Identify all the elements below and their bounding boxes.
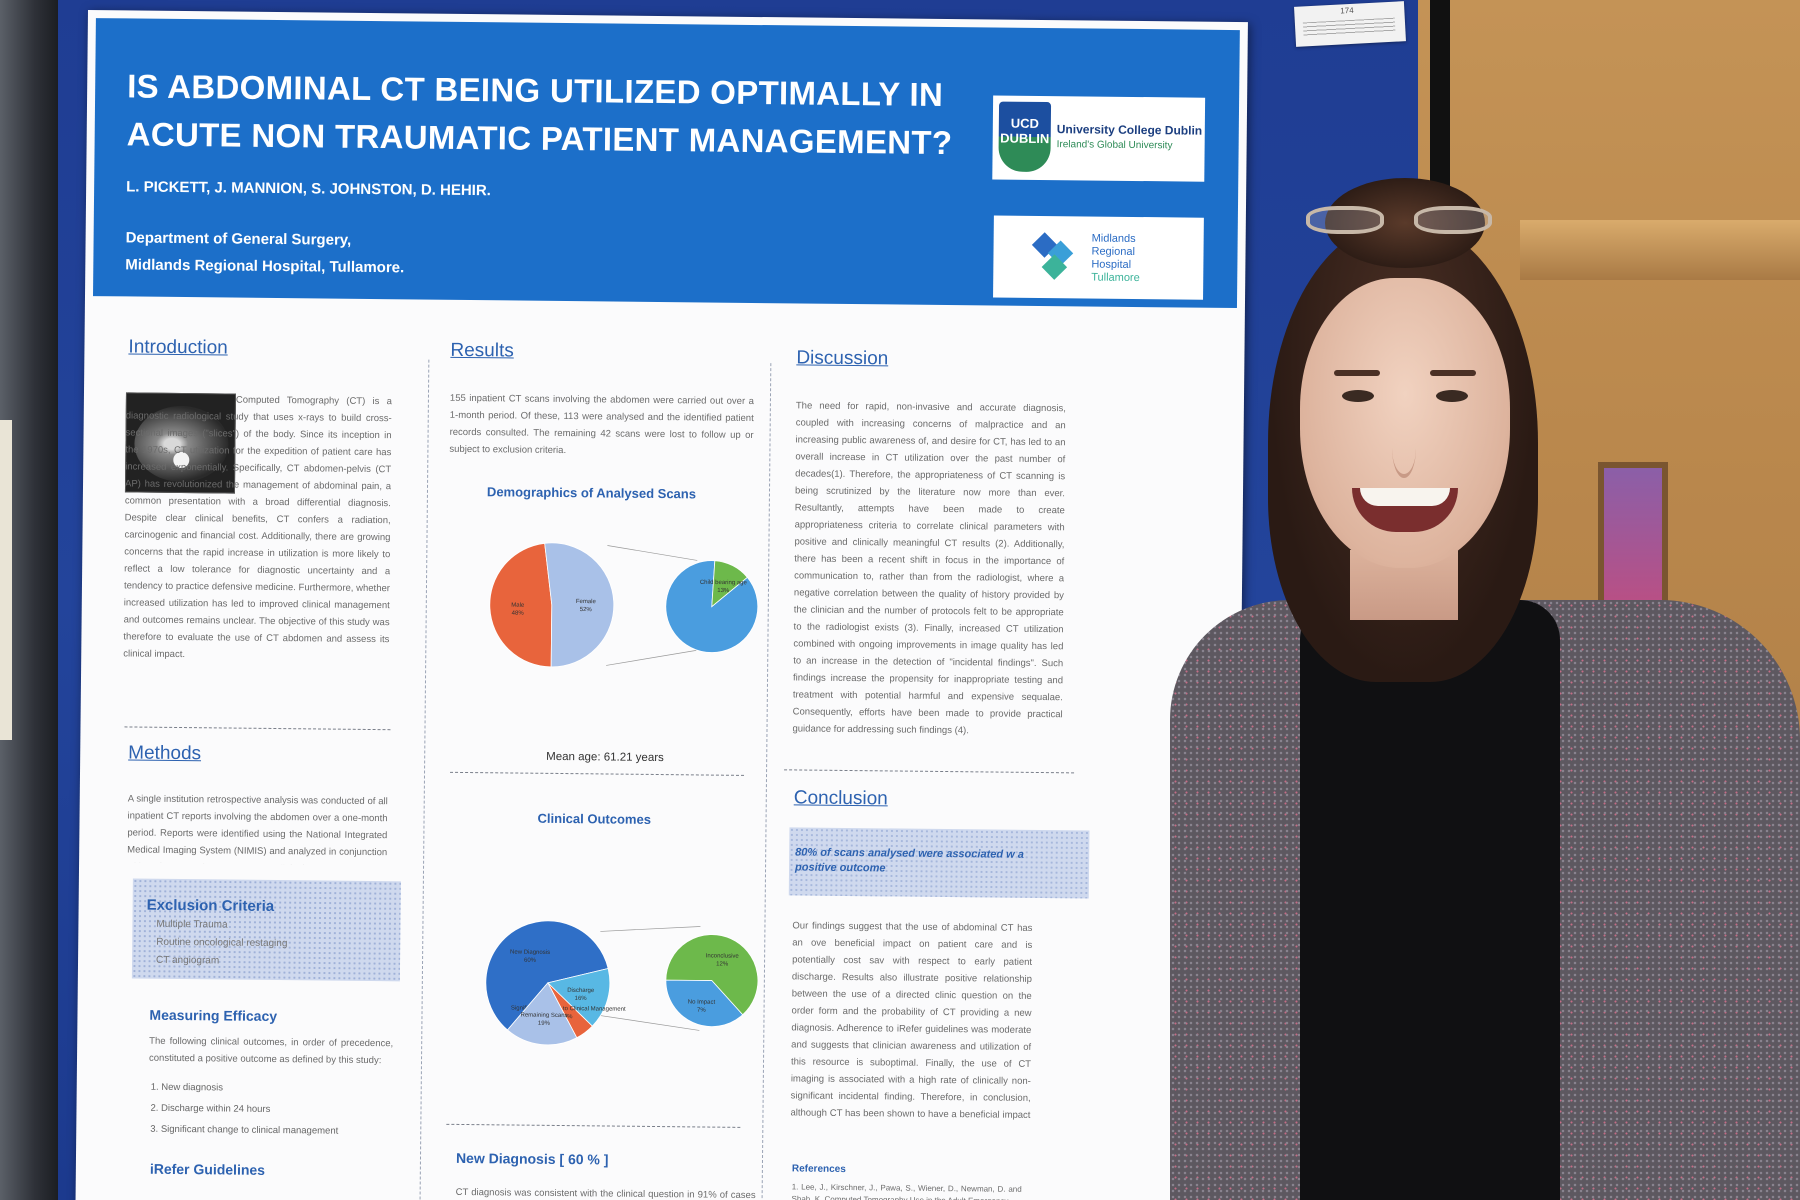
outcome-label-0: New Diagnosis60% <box>510 950 550 964</box>
outcome-label-1: Discharge16% <box>567 988 595 1002</box>
outcome-slice-0 <box>485 920 609 1031</box>
efficacy-item: 3. Significant change to clinical manage… <box>150 1123 339 1137</box>
outcomes-chart-title: Clinical Outcomes <box>537 810 652 827</box>
mrh-line-1: Midlands <box>1091 232 1136 245</box>
conclusion-highlight-box: 80% of scans analysed were associated w … <box>788 827 1090 899</box>
department: Department of General Surgery, Midlands … <box>125 224 404 281</box>
results-text: 155 inpatient CT scans involving the abd… <box>449 392 754 457</box>
divider-outcomes <box>446 1123 741 1128</box>
demo-slice-0 <box>489 542 553 668</box>
demo-connector-top <box>607 545 698 561</box>
ucd-shield-text: UCD DUBLIN <box>1000 115 1050 147</box>
divider-results <box>450 771 745 776</box>
demo-breakout-label-1: Child bearing age13% <box>700 580 748 594</box>
dept-line-2: Midlands Regional Hospital, Tullamore. <box>125 256 405 277</box>
mrh-name: Midlands Regional Hospital Tullamore <box>1091 233 1140 286</box>
demographics-chart-title: Demographics of Analysed Scans <box>486 484 697 502</box>
references-text: 1. Lee, J., Kirschner, J., Pawa, S., Wie… <box>791 1182 1022 1200</box>
irefer-heading: iRefer Guidelines <box>149 1160 266 1178</box>
ucd-name: University College Dublin <box>1056 122 1203 138</box>
efficacy-text: The following clinical outcomes, in orde… <box>148 1035 394 1067</box>
efficacy-list: 1. New diagnosis 2. Discharge within 24 … <box>150 1077 339 1142</box>
right-eye <box>1436 390 1468 402</box>
poster-title: IS ABDOMINAL CT BEING UTILIZED OPTIMALLY… <box>126 62 957 167</box>
results-heading: Results <box>450 339 514 362</box>
right-eyebrow <box>1430 370 1476 376</box>
discussion-heading: Discussion <box>796 347 889 370</box>
discussion-text: The need for rapid, non-invasive and acc… <box>792 400 1066 737</box>
poster: IS ABDOMINAL CT BEING UTILIZED OPTIMALLY… <box>75 10 1248 1200</box>
conclusion-heading: Conclusion <box>793 787 888 810</box>
ucd-tagline: Ireland's Global University <box>1056 139 1173 152</box>
introduction-heading: Introduction <box>128 336 228 359</box>
exclusion-item: Multiple Trauma <box>156 918 228 931</box>
dept-line-1: Department of General Surgery, <box>125 229 352 249</box>
new-diagnosis-text: CT diagnosis was consistent with the cli… <box>455 1186 756 1200</box>
outcome-connector-top <box>600 926 701 932</box>
outcome-connector-bottom <box>599 1015 700 1031</box>
efficacy-item: 2. Discharge within 24 hours <box>150 1102 271 1115</box>
outcome-label-3: Remaining Scans19% <box>520 1013 567 1027</box>
column-divider-1 <box>419 359 430 1200</box>
efficacy-heading: Measuring Efficacy <box>149 1006 278 1025</box>
face <box>1300 278 1510 568</box>
title-line-1: IS ABDOMINAL CT BEING UTILIZED OPTIMALLY… <box>127 67 944 113</box>
wall-panel <box>1520 220 1800 280</box>
ucd-shield-icon: UCD DUBLIN <box>998 101 1052 173</box>
poster-number: 174 <box>1340 5 1354 16</box>
black-top <box>1300 600 1560 1200</box>
sunglasses-on-head <box>1298 200 1508 240</box>
adjacent-poster-edge <box>0 420 12 740</box>
exclusion-criteria-box: Exclusion Criteria Multiple Trauma Routi… <box>131 878 401 982</box>
methods-text: A single institution retrospective analy… <box>127 793 388 865</box>
poster-number-tag: 174 <box>1294 1 1406 47</box>
demo-connector-bottom <box>606 650 697 666</box>
demographics-pie-chart: Male48% Female52% Child bearing age13% <box>489 542 759 668</box>
mean-age: Mean age: 61.21 years <box>546 750 664 765</box>
efficacy-item: 1. New diagnosis <box>150 1081 224 1094</box>
methods-heading: Methods <box>128 742 202 765</box>
mrh-line-3: Hospital <box>1091 258 1132 271</box>
outcome-breakout-label-1: No Impact7% <box>688 1000 716 1014</box>
left-eye <box>1342 390 1374 402</box>
new-diagnosis-heading: New Diagnosis [ 60 % ] <box>455 1149 609 1168</box>
outcomes-pie-chart: New Diagnosis60% Discharge16% Significant … <box>485 920 759 1046</box>
poster-header: IS ABDOMINAL CT BEING UTILIZED OPTIMALLY… <box>93 18 1240 309</box>
introduction-text: Computed Tomography (CT) is a diagnostic… <box>123 394 392 661</box>
outcome-breakout-label-0: Inconclusive12% <box>706 953 740 967</box>
outcome-breakout-slice-1 <box>665 979 744 1027</box>
exclusion-item: CT angiogram <box>155 954 220 967</box>
demo-label-1: Female52% <box>576 599 597 613</box>
left-eyebrow <box>1334 370 1380 376</box>
divider-intro <box>124 726 391 731</box>
title-line-2: ACUTE NON TRAUMATIC PATIENT MANAGEMENT? <box>126 115 953 162</box>
mrh-line-4: Tullamore <box>1091 271 1140 285</box>
hair-bun <box>1325 178 1485 268</box>
demo-breakout-slice-1 <box>711 560 748 608</box>
tag-text-lines <box>1302 17 1396 37</box>
outcome-label-2: Significant Change to Clinical Managemen… <box>511 1006 626 1021</box>
outcome-breakout-slice-0 <box>665 934 759 1016</box>
references-heading: References <box>791 1163 846 1175</box>
authors: L. PICKETT, J. MANNION, S. JOHNSTON, D. … <box>126 178 491 200</box>
outcome-slice-3 <box>506 982 578 1046</box>
conclusion-highlight: 80% of scans analysed were associated w … <box>794 846 1024 875</box>
mrh-line-2: Regional <box>1091 245 1136 258</box>
exclusion-heading: Exclusion Criteria <box>146 896 275 915</box>
nose <box>1392 418 1416 478</box>
conclusion-text: Our findings suggest that the use of abd… <box>790 920 1033 1120</box>
demo-label-0: Male48% <box>511 603 525 617</box>
column-divider-2 <box>761 363 772 1200</box>
outcome-slice-1 <box>547 968 611 1027</box>
smile <box>1352 488 1458 532</box>
demo-slice-1 <box>544 542 615 668</box>
presenter <box>1150 160 1800 1200</box>
exclusion-item: Routine oncological restaging <box>156 936 288 950</box>
mrh-mark-icon <box>1031 232 1080 281</box>
divider-discussion <box>784 769 1075 774</box>
